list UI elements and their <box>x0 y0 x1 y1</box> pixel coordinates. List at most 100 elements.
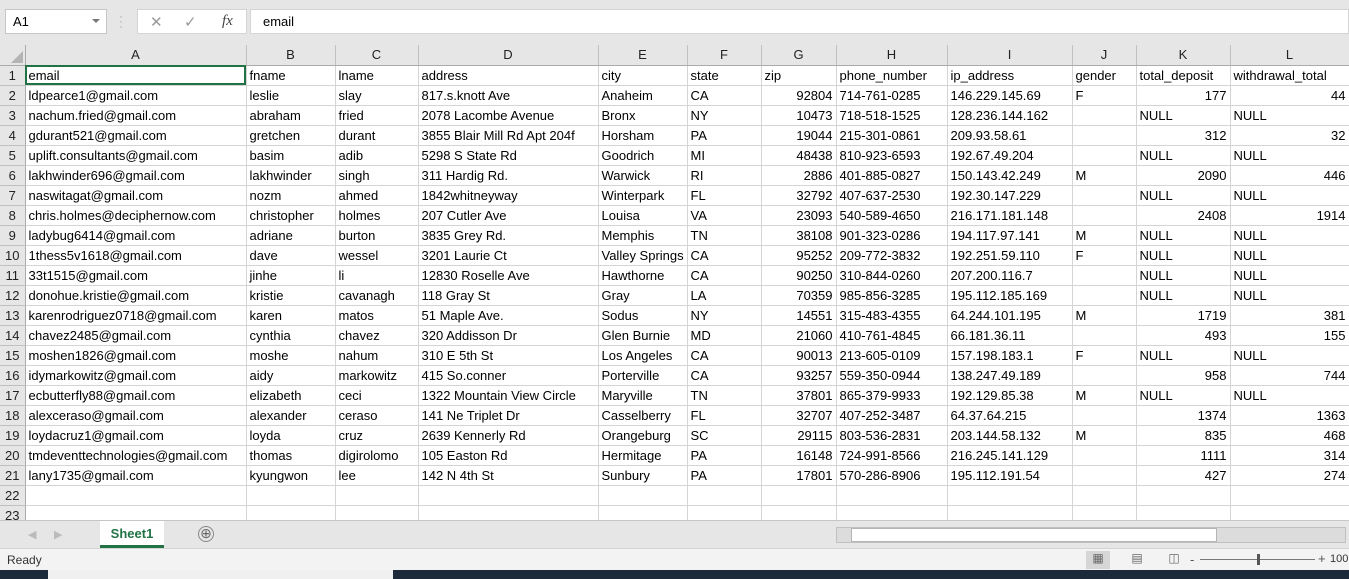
cell-L12[interactable]: NULL <box>1230 285 1349 306</box>
cell-H21[interactable]: 570-286-8906 <box>836 465 948 486</box>
cell-B8[interactable]: christopher <box>246 205 336 226</box>
cell-C20[interactable]: digirolomo <box>335 445 419 466</box>
row-header[interactable]: 16 <box>0 365 26 386</box>
cell-C18[interactable]: ceraso <box>335 405 419 426</box>
cell-A8[interactable]: chris.holmes@deciphernow.com <box>25 205 247 226</box>
cell-H5[interactable]: 810-923-6593 <box>836 145 948 166</box>
cell-D11[interactable]: 12830 Roselle Ave <box>418 265 599 286</box>
zoom-level[interactable]: 100 <box>1330 553 1349 565</box>
row-header[interactable]: 8 <box>0 205 26 226</box>
formula-input[interactable]: email <box>250 9 1349 34</box>
cell-J5[interactable] <box>1072 145 1137 166</box>
cell-D23[interactable] <box>418 505 599 520</box>
cell-K20[interactable]: 1111 <box>1136 445 1231 466</box>
cell-J23[interactable] <box>1072 505 1137 520</box>
insert-function-icon[interactable]: fx <box>222 13 233 29</box>
cell-G19[interactable]: 29115 <box>761 425 837 446</box>
cell-L7[interactable]: NULL <box>1230 185 1349 206</box>
cell-A13[interactable]: karenrodriguez0718@gmail.com <box>25 305 247 326</box>
cell-D1[interactable]: address <box>418 65 599 86</box>
cell-C7[interactable]: ahmed <box>335 185 419 206</box>
row-header[interactable]: 5 <box>0 145 26 166</box>
cell-D22[interactable] <box>418 485 599 506</box>
cell-D16[interactable]: 415 So.conner <box>418 365 599 386</box>
cell-F14[interactable]: MD <box>687 325 762 346</box>
row-header[interactable]: 1 <box>0 65 26 86</box>
cell-E12[interactable]: Gray <box>598 285 688 306</box>
cell-H23[interactable] <box>836 505 948 520</box>
column-header-J[interactable]: J <box>1072 45 1137 66</box>
cell-I3[interactable]: 128.236.144.162 <box>947 105 1073 126</box>
cell-C9[interactable]: burton <box>335 225 419 246</box>
cell-I8[interactable]: 216.171.181.148 <box>947 205 1073 226</box>
cell-I9[interactable]: 194.117.97.141 <box>947 225 1073 246</box>
cell-K2[interactable]: 177 <box>1136 85 1231 106</box>
cell-C2[interactable]: slay <box>335 85 419 106</box>
cell-H22[interactable] <box>836 485 948 506</box>
cell-B15[interactable]: moshe <box>246 345 336 366</box>
cell-C14[interactable]: chavez <box>335 325 419 346</box>
cell-D5[interactable]: 5298 S State Rd <box>418 145 599 166</box>
cell-A23[interactable] <box>25 505 247 520</box>
cell-G16[interactable]: 93257 <box>761 365 837 386</box>
cell-E15[interactable]: Los Angeles <box>598 345 688 366</box>
cell-B5[interactable]: basim <box>246 145 336 166</box>
cell-E3[interactable]: Bronx <box>598 105 688 126</box>
cell-L20[interactable]: 314 <box>1230 445 1349 466</box>
cell-L16[interactable]: 744 <box>1230 365 1349 386</box>
cell-G12[interactable]: 70359 <box>761 285 837 306</box>
cell-E11[interactable]: Hawthorne <box>598 265 688 286</box>
row-header[interactable]: 7 <box>0 185 26 206</box>
cell-C16[interactable]: markowitz <box>335 365 419 386</box>
cell-K12[interactable]: NULL <box>1136 285 1231 306</box>
cell-L22[interactable] <box>1230 485 1349 506</box>
cell-F18[interactable]: FL <box>687 405 762 426</box>
chevron-down-icon[interactable] <box>92 19 100 23</box>
cell-E18[interactable]: Casselberry <box>598 405 688 426</box>
row-header[interactable]: 10 <box>0 245 26 266</box>
cell-G1[interactable]: zip <box>761 65 837 86</box>
row-header[interactable]: 6 <box>0 165 26 186</box>
cell-D7[interactable]: 1842whitneyway <box>418 185 599 206</box>
cell-B11[interactable]: jinhe <box>246 265 336 286</box>
cell-J3[interactable] <box>1072 105 1137 126</box>
cell-J13[interactable]: M <box>1072 305 1137 326</box>
cell-J2[interactable]: F <box>1072 85 1137 106</box>
cell-H2[interactable]: 714-761-0285 <box>836 85 948 106</box>
cell-C11[interactable]: li <box>335 265 419 286</box>
cell-A4[interactable]: gdurant521@gmail.com <box>25 125 247 146</box>
cell-F1[interactable]: state <box>687 65 762 86</box>
cell-J16[interactable] <box>1072 365 1137 386</box>
cell-H6[interactable]: 401-885-0827 <box>836 165 948 186</box>
cell-G17[interactable]: 37801 <box>761 385 837 406</box>
cell-B18[interactable]: alexander <box>246 405 336 426</box>
cell-H4[interactable]: 215-301-0861 <box>836 125 948 146</box>
row-header[interactable]: 20 <box>0 445 26 466</box>
cell-F13[interactable]: NY <box>687 305 762 326</box>
cell-E17[interactable]: Maryville <box>598 385 688 406</box>
zoom-in-icon[interactable]: + <box>1318 551 1326 566</box>
cell-K18[interactable]: 1374 <box>1136 405 1231 426</box>
cell-F23[interactable] <box>687 505 762 520</box>
cell-I21[interactable]: 195.112.191.54 <box>947 465 1073 486</box>
cell-G10[interactable]: 95252 <box>761 245 837 266</box>
cell-L21[interactable]: 274 <box>1230 465 1349 486</box>
cell-G14[interactable]: 21060 <box>761 325 837 346</box>
column-header-B[interactable]: B <box>246 45 336 66</box>
cell-G2[interactable]: 92804 <box>761 85 837 106</box>
cell-H7[interactable]: 407-637-2530 <box>836 185 948 206</box>
cell-G13[interactable]: 14551 <box>761 305 837 326</box>
cell-C15[interactable]: nahum <box>335 345 419 366</box>
cell-C3[interactable]: fried <box>335 105 419 126</box>
cell-J4[interactable] <box>1072 125 1137 146</box>
cell-E23[interactable] <box>598 505 688 520</box>
cell-A11[interactable]: 33t1515@gmail.com <box>25 265 247 286</box>
row-header[interactable]: 9 <box>0 225 26 246</box>
cell-K19[interactable]: 835 <box>1136 425 1231 446</box>
cell-A21[interactable]: lany1735@gmail.com <box>25 465 247 486</box>
cell-K14[interactable]: 493 <box>1136 325 1231 346</box>
scroll-tabs-left-icon[interactable]: ◀ <box>28 529 37 541</box>
cell-F20[interactable]: PA <box>687 445 762 466</box>
cell-A9[interactable]: ladybug6414@gmail.com <box>25 225 247 246</box>
cell-J1[interactable]: gender <box>1072 65 1137 86</box>
